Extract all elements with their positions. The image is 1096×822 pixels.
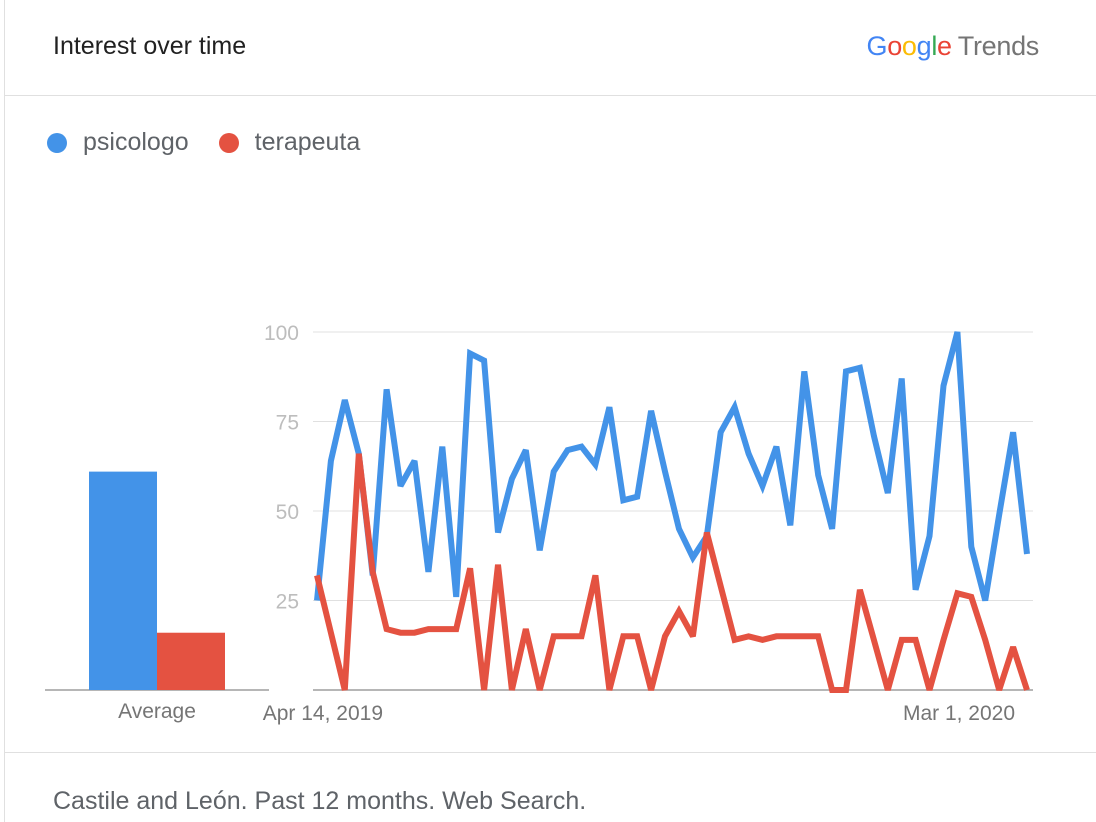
y-tick-label: 100 (264, 322, 299, 345)
y-tick-label: 75 (276, 412, 299, 435)
google-logo-letter: e (937, 31, 952, 61)
interest-line-chart: 100 75 50 25 Average Apr 14, 2019 Mar 1, 2020 (45, 322, 1033, 725)
average-bar-terapeuta (157, 632, 225, 690)
average-label: Average (118, 700, 196, 723)
google-trends-logo: Google Trends (866, 31, 1039, 62)
chart-legend: psicologo terapeuta (47, 128, 390, 157)
legend-dot-psicologo (47, 132, 67, 153)
google-logo-letter: l (931, 31, 938, 61)
y-tick-label: 50 (276, 501, 299, 524)
x-tick-label: Mar 1, 2020 (903, 702, 1015, 725)
chart-footer-description: Castile and León. Past 12 months. Web Se… (53, 787, 587, 815)
google-logo-letter: G (866, 31, 888, 61)
card-title: Interest over time (53, 32, 247, 60)
footer-divider (5, 752, 1096, 753)
google-logo-letter: o (901, 31, 917, 61)
legend-label-psicologo: psicologo (83, 128, 189, 156)
series-line-psicologo (314, 331, 1030, 602)
legend-dot-terapeuta (218, 132, 239, 153)
y-tick-label: 25 (276, 591, 299, 614)
card-header: Interest over time Google Trends (5, 0, 1096, 96)
legend-item-psicologo[interactable]: psicologo (47, 128, 189, 157)
interest-over-time-card: Interest over time Google Trends psicolog… (4, 0, 1096, 822)
series-line-terapeuta (314, 453, 1030, 693)
x-tick-label: Apr 14, 2019 (263, 702, 383, 725)
legend-label-terapeuta: terapeuta (254, 128, 361, 156)
legend-item-terapeuta[interactable]: terapeuta (218, 128, 361, 157)
google-logo-letter: g (916, 31, 932, 61)
average-bar-psicologo (89, 471, 157, 690)
google-logo-letter: o (887, 31, 902, 61)
trends-logo-word: Trends (957, 31, 1040, 61)
google-logo-word: Google (866, 31, 952, 61)
